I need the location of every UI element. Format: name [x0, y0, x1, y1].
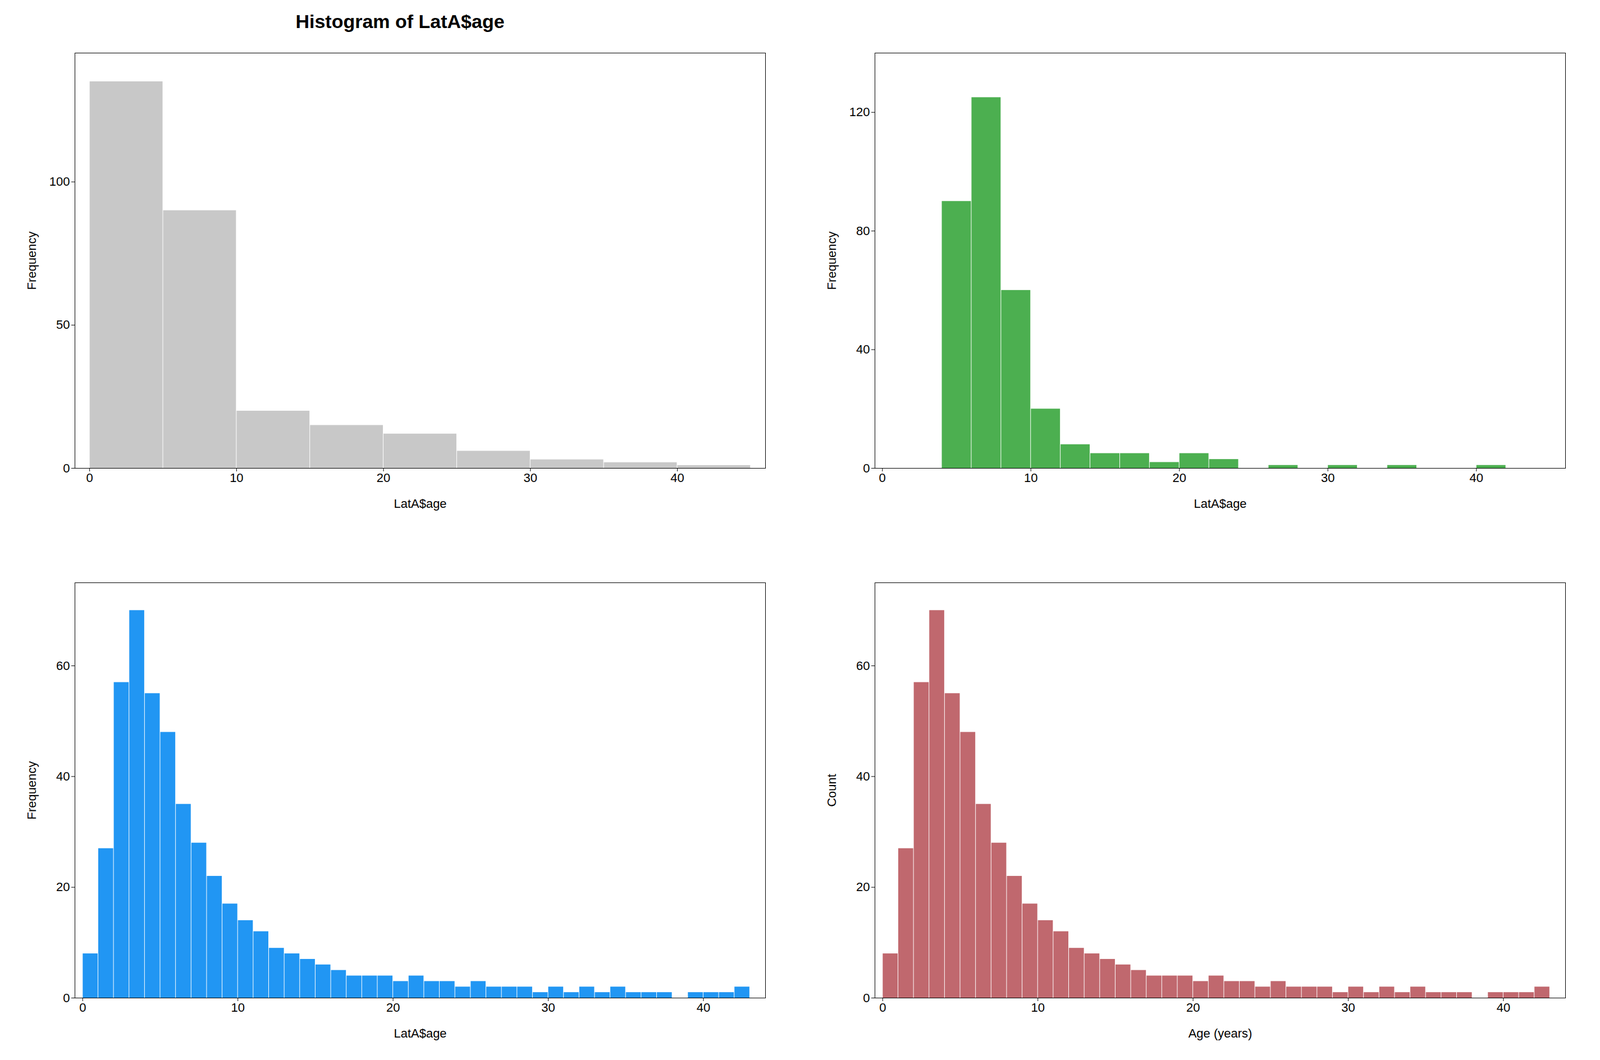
svg-text:40: 40: [1496, 1000, 1510, 1016]
svg-text:0: 0: [879, 1000, 886, 1016]
svg-text:0: 0: [862, 461, 870, 476]
svg-text:Frequency: Frequency: [824, 231, 839, 291]
svg-text:0: 0: [62, 461, 70, 476]
svg-text:120: 120: [848, 104, 870, 120]
svg-text:20: 20: [856, 880, 870, 895]
svg-text:40: 40: [56, 769, 70, 784]
svg-text:100: 100: [48, 174, 70, 189]
svg-text:30: 30: [1320, 471, 1335, 486]
svg-text:Frequency: Frequency: [24, 761, 39, 821]
svg-text:30: 30: [523, 471, 537, 486]
svg-text:0: 0: [79, 1000, 86, 1016]
svg-text:80: 80: [856, 224, 870, 239]
svg-text:LatA$age: LatA$age: [393, 1026, 447, 1041]
svg-text:40: 40: [856, 342, 870, 357]
svg-text:0: 0: [85, 471, 93, 486]
svg-text:LatA$age: LatA$age: [393, 496, 447, 511]
svg-text:20: 20: [1172, 471, 1186, 486]
svg-text:20: 20: [1185, 1000, 1200, 1016]
svg-text:0: 0: [862, 991, 870, 1006]
svg-text:40: 40: [856, 769, 870, 784]
svg-text:20: 20: [376, 471, 390, 486]
svg-text:Age (years): Age (years): [1187, 1026, 1252, 1041]
svg-text:20: 20: [385, 1000, 400, 1016]
svg-text:40: 40: [670, 471, 684, 486]
svg-text:Count: Count: [824, 774, 839, 808]
svg-text:30: 30: [1341, 1000, 1355, 1016]
html-text:Histogram of LatA$age: Histogram of LatA$age: [295, 10, 505, 32]
svg-text:60: 60: [856, 659, 870, 674]
svg-text:10: 10: [230, 1000, 245, 1016]
svg-text:10: 10: [1023, 471, 1037, 486]
svg-text:50: 50: [56, 317, 70, 332]
svg-text:20: 20: [56, 880, 70, 895]
svg-text:0: 0: [878, 471, 886, 486]
svg-text:10: 10: [229, 471, 244, 486]
svg-text:30: 30: [541, 1000, 555, 1016]
svg-text:60: 60: [56, 659, 70, 674]
svg-text:0: 0: [62, 991, 70, 1006]
svg-text:40: 40: [696, 1000, 710, 1016]
svg-text:LatA$age: LatA$age: [1193, 496, 1247, 511]
svg-text:Frequency: Frequency: [24, 231, 39, 291]
svg-text:40: 40: [1469, 471, 1483, 486]
svg-text:10: 10: [1030, 1000, 1045, 1016]
